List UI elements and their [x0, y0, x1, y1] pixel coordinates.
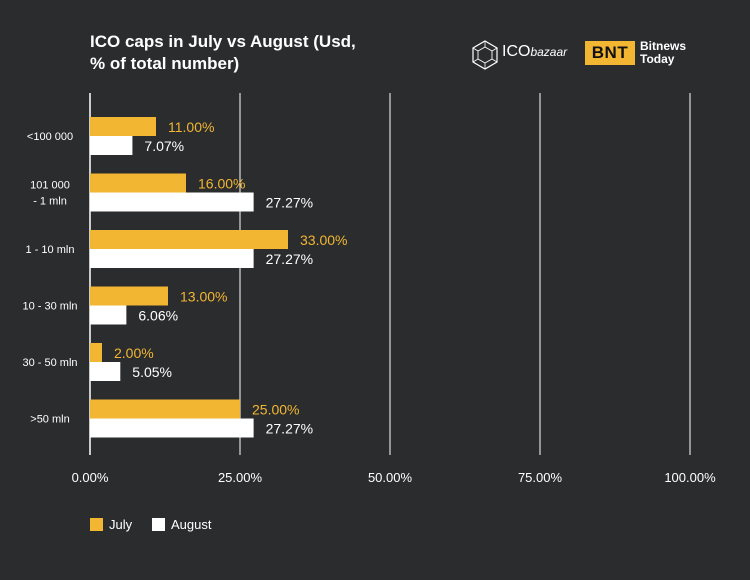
bnt-line1: Bitnews	[640, 39, 687, 53]
bar-july-1	[90, 173, 186, 193]
x-tick-label-0: 0.00%	[72, 470, 109, 485]
bnt-badge: BNT	[585, 41, 635, 65]
bar-july-4	[90, 343, 102, 362]
icobazaar-sub: bazaar	[530, 45, 568, 59]
data-label-july-0: 11.00%	[168, 119, 214, 135]
x-tick-label-4: 100.00%	[664, 470, 716, 485]
icobazaar-name: ICO	[502, 43, 531, 60]
data-label-august-5: 27.27%	[266, 421, 313, 437]
x-tick-label-1: 25.00%	[218, 470, 263, 485]
category-label-5: >50 mln	[30, 414, 69, 426]
x-tick-label-2: 50.00%	[368, 470, 413, 485]
chart-title: ICO caps in July vs August (Usd, % of to…	[90, 31, 390, 75]
category-label-4: 30 - 50 mln	[22, 357, 77, 369]
data-label-august-2: 27.27%	[266, 251, 313, 267]
x-tick-label-3: 75.00%	[518, 470, 563, 485]
legend-july: July	[90, 517, 132, 533]
icobazaar-logo: ICObazaar	[472, 40, 582, 70]
legend-july-swatch	[90, 518, 103, 531]
data-label-july-2: 33.00%	[300, 232, 347, 248]
legend-july-label: July	[109, 517, 133, 532]
bar-july-3	[90, 286, 168, 306]
bar-august-4	[90, 362, 121, 381]
bitnews-today-logo: BNT Bitnews Today	[585, 39, 725, 71]
category-label-2: 1 - 10 mln	[26, 244, 75, 256]
data-label-july-1: 16.00%	[198, 176, 245, 192]
data-label-july-4: 2.00%	[114, 345, 154, 361]
bar-august-5	[90, 418, 254, 438]
chart-title-line2: % of total number)	[90, 54, 240, 73]
bar-july-0	[90, 117, 156, 136]
data-label-august-1: 27.27%	[266, 195, 313, 211]
category-label-1: 101 000- 1 mln	[30, 180, 70, 208]
bar-august-2	[90, 249, 254, 268]
category-label-0: <100 000	[27, 131, 73, 143]
data-label-august-0: 7.07%	[144, 138, 184, 154]
bar-july-2	[90, 230, 288, 249]
data-label-july-3: 13.00%	[180, 289, 227, 305]
category-label-3: 10 - 30 mln	[22, 301, 77, 313]
bar-august-3	[90, 305, 127, 325]
chart-title-line1: ICO caps in July vs August (Usd,	[90, 32, 356, 51]
bar-august-1	[90, 192, 254, 212]
legend-august: August	[152, 517, 211, 533]
legend-august-label: August	[171, 517, 212, 532]
icobazaar-hex-icon	[472, 40, 498, 70]
data-label-july-5: 25.00%	[252, 402, 299, 418]
legend-august-swatch	[152, 518, 165, 531]
data-label-august-4: 5.05%	[132, 364, 172, 380]
bar-august-0	[90, 136, 133, 155]
data-label-august-3: 6.06%	[138, 308, 178, 324]
bnt-line2: Today	[640, 52, 675, 66]
bar-july-5	[90, 399, 240, 419]
